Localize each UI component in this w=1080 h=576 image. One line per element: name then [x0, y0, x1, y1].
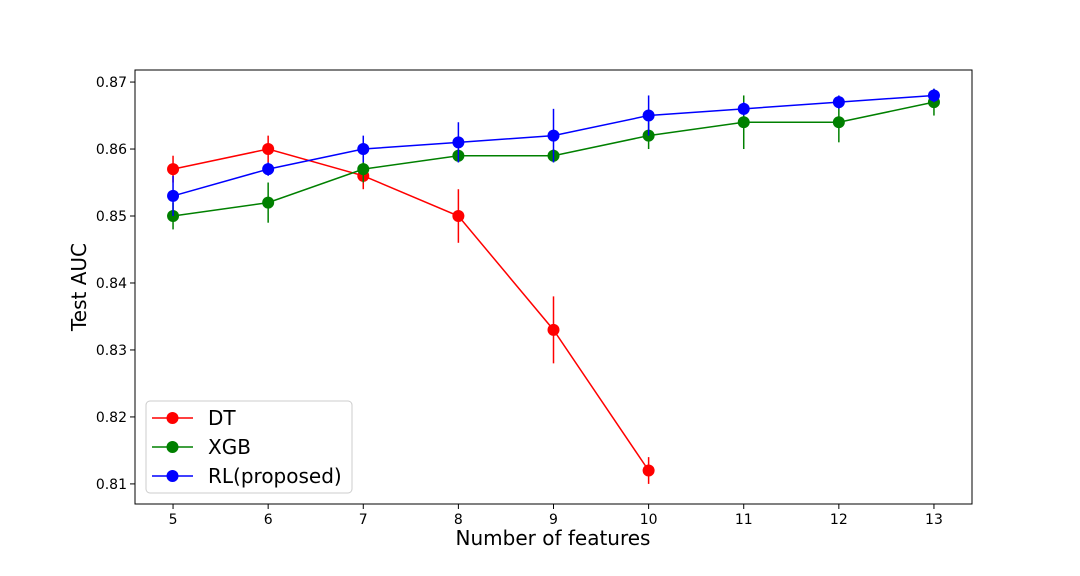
- y-tick-label: 0.87: [96, 75, 127, 91]
- data-point: [262, 163, 275, 176]
- data-point: [927, 89, 940, 102]
- legend-marker: [166, 441, 179, 453]
- legend-marker: [166, 412, 179, 424]
- x-tick-label: 8: [454, 512, 463, 528]
- data-point: [452, 210, 465, 223]
- series-line: [172, 148, 650, 471]
- y-tick-label: 0.86: [96, 142, 127, 158]
- y-axis-ticks: 0.81 0.82 0.83 0.84 0.85 0.86 0.87: [96, 75, 135, 493]
- data-point: [547, 129, 560, 142]
- y-tick-label: 0.81: [96, 477, 127, 493]
- data-point: [357, 163, 370, 176]
- series-layer: [167, 88, 940, 484]
- x-axis-label: Number of features: [456, 526, 651, 550]
- data-point: [262, 143, 275, 156]
- data-point: [262, 196, 275, 209]
- y-tick-label: 0.83: [96, 343, 127, 359]
- data-point: [167, 189, 180, 202]
- y-tick-label: 0.82: [96, 410, 127, 426]
- x-tick-label: 12: [830, 512, 848, 528]
- x-tick-label: 9: [549, 512, 558, 528]
- x-tick-label: 13: [925, 512, 943, 528]
- y-axis-label: Test AUC: [67, 243, 91, 332]
- data-point: [452, 136, 465, 149]
- data-point: [832, 96, 845, 109]
- data-point: [737, 102, 750, 115]
- x-tick-label: 7: [359, 512, 368, 528]
- y-tick-label: 0.84: [96, 276, 127, 292]
- x-axis-ticks: 5 6 7 8 9 10 11 12 13: [169, 504, 943, 528]
- legend-label: DT: [208, 406, 236, 430]
- legend-marker: [166, 470, 179, 482]
- data-point: [832, 116, 845, 129]
- x-tick-label: 5: [169, 512, 178, 528]
- y-tick-label: 0.85: [96, 209, 127, 225]
- x-tick-label: 10: [640, 512, 658, 528]
- data-point: [642, 109, 655, 122]
- series-rl-proposed: [167, 88, 940, 217]
- legend-label: RL(proposed): [208, 464, 342, 488]
- legend-label: XGB: [208, 435, 251, 459]
- data-point: [642, 464, 655, 477]
- data-point: [167, 163, 180, 176]
- data-point: [357, 143, 370, 156]
- legend-box: [145, 400, 353, 494]
- x-tick-label: 11: [735, 512, 753, 528]
- legend: DT XGB RL(proposed): [145, 400, 353, 494]
- data-point: [547, 323, 560, 336]
- data-point: [737, 116, 750, 129]
- x-tick-label: 6: [264, 512, 273, 528]
